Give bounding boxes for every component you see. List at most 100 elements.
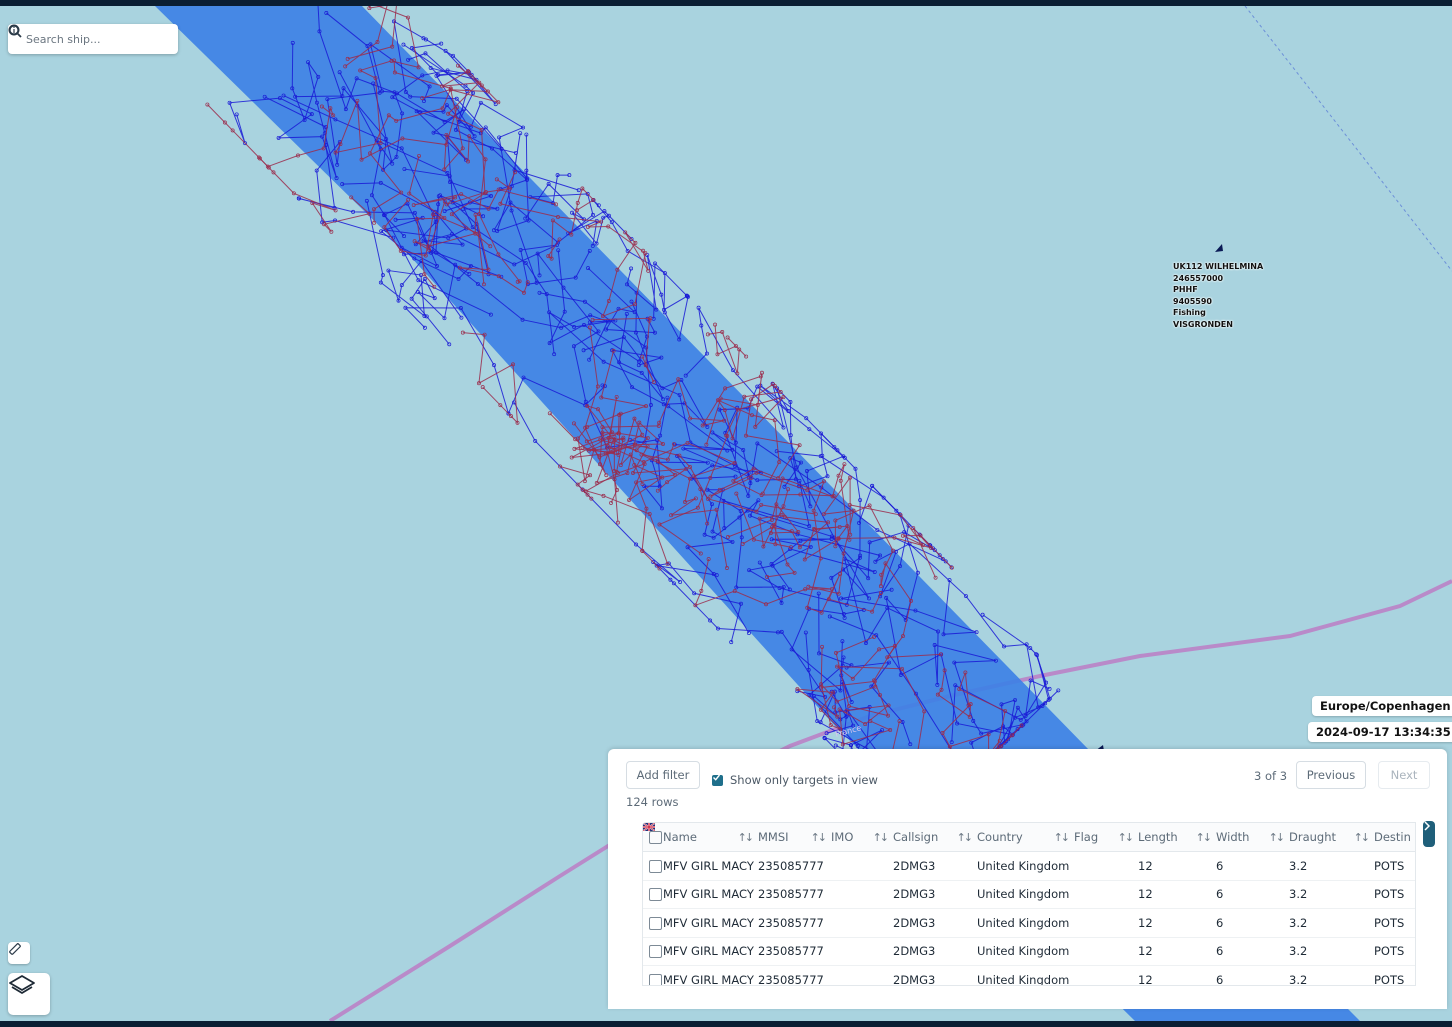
row-select-cell[interactable] <box>643 851 663 881</box>
track-point <box>645 334 649 339</box>
track-point <box>291 191 296 196</box>
track-point <box>612 469 617 474</box>
cell-imo <box>831 851 893 881</box>
track-point <box>808 544 813 549</box>
track-point <box>586 266 591 271</box>
sort-icon[interactable]: ↑↓ <box>1053 830 1071 844</box>
track-point <box>908 742 913 747</box>
row-select-cell[interactable] <box>643 908 663 938</box>
track-point <box>445 171 450 175</box>
sort-icon[interactable]: ↑↓ <box>1268 830 1286 844</box>
cell-width: 6 <box>1216 908 1289 938</box>
track-point <box>367 6 372 11</box>
track-point <box>489 194 493 198</box>
track-line <box>513 402 827 698</box>
sort-icon[interactable]: ↑↓ <box>810 830 828 844</box>
track-point <box>561 285 566 290</box>
track-line <box>441 65 500 247</box>
track-point <box>665 561 670 566</box>
track-point <box>851 508 856 513</box>
scroll-right-button[interactable] <box>1423 821 1435 847</box>
search-input[interactable] <box>24 31 170 47</box>
layers-button[interactable] <box>8 973 50 1015</box>
track-point <box>760 370 764 375</box>
row-select-cell[interactable] <box>643 937 663 966</box>
table-row[interactable]: MFV GIRL MACY 235085777 2DMG3 United Kingdo… <box>643 823 1415 881</box>
row-checkbox[interactable] <box>649 945 662 959</box>
track-point <box>618 463 623 468</box>
track-point <box>562 309 567 314</box>
track-point <box>695 505 700 510</box>
sort-icon[interactable]: ↑↓ <box>872 830 890 844</box>
column-header-imo[interactable]: IMO ↑↓ <box>831 823 893 852</box>
column-header-callsign[interactable]: Callsign ↑↓ <box>893 823 977 852</box>
select-all-checkbox[interactable] <box>649 831 662 844</box>
next-page-button[interactable]: Next <box>1378 761 1430 789</box>
row-checkbox[interactable] <box>649 859 662 873</box>
column-header-flag[interactable]: Flag ↑↓ <box>1074 823 1138 852</box>
row-checkbox[interactable] <box>649 888 662 902</box>
table-row[interactable]: MFV GIRL MACY 235085777 2DMG3 United Kingdo… <box>643 823 1415 966</box>
sort-icon[interactable]: ↑↓ <box>1117 830 1135 844</box>
track-point <box>848 475 853 480</box>
ruler-button[interactable] <box>8 942 30 964</box>
track-point <box>454 96 459 101</box>
track-point <box>629 236 634 241</box>
map-canvas[interactable]: France UK112 WILHELMINA 246557000 PHHF 9… <box>0 6 1452 1021</box>
row-select-cell[interactable] <box>643 880 663 909</box>
track-point <box>234 112 239 117</box>
checkbox-checked[interactable] <box>712 774 723 786</box>
ship-table[interactable]: Name ↑↓ MMSI ↑↓ IMO ↑↓ Callsign ↑↓ Country ↑↓… <box>642 822 1416 986</box>
track-point <box>892 535 897 540</box>
track-point <box>442 199 447 204</box>
track-point <box>655 458 660 463</box>
track-point <box>368 151 372 156</box>
track-point <box>997 738 1002 743</box>
track-line <box>732 383 834 497</box>
track-line <box>723 455 861 618</box>
track-line <box>258 157 371 233</box>
vessel-label[interactable]: UK112 WILHELMINA 246557000 PHHF 9405590 … <box>1173 261 1263 330</box>
column-header-destination[interactable]: Destin <box>1374 823 1415 852</box>
info-icon[interactable] <box>8 24 20 36</box>
track-point <box>932 548 937 553</box>
track-point <box>898 672 903 677</box>
track-point <box>537 290 542 295</box>
column-header-draught[interactable]: Draught ↑↓ <box>1289 823 1374 852</box>
table-row[interactable]: MFV GIRL MACY 235085777 2DMG3 United Kingdo… <box>643 823 1415 909</box>
search-box[interactable] <box>8 24 178 54</box>
track-line <box>611 349 728 451</box>
previous-page-button[interactable]: Previous <box>1296 761 1366 789</box>
row-checkbox[interactable] <box>649 973 662 985</box>
column-header-width[interactable]: Width ↑↓ <box>1216 823 1289 852</box>
track-point <box>641 248 645 253</box>
row-select-cell[interactable] <box>643 965 663 985</box>
table-row[interactable]: MFV GIRL MACY 235085777 2DMG3 United Kingdo… <box>643 823 1415 985</box>
track-point <box>1040 703 1045 708</box>
column-header-length[interactable]: Length ↑↓ <box>1138 823 1216 852</box>
track-point <box>863 722 868 727</box>
row-checkbox[interactable] <box>649 916 662 930</box>
track-point <box>971 718 976 723</box>
track-point <box>606 224 611 229</box>
add-filter-button[interactable]: Add filter <box>626 761 700 789</box>
table-row[interactable]: MFV GIRL MACY 235085777 2DMG3 United Kingdo… <box>643 823 1415 938</box>
sort-icon[interactable]: ↑↓ <box>1195 830 1213 844</box>
column-header-mmsi[interactable]: MMSI ↑↓ <box>758 823 831 852</box>
sort-icon[interactable]: ↑↓ <box>956 830 974 844</box>
track-point <box>677 392 682 397</box>
track-point <box>257 156 262 161</box>
sort-icon[interactable]: ↑↓ <box>1353 830 1371 844</box>
track-point <box>786 487 791 492</box>
track-point <box>811 527 816 531</box>
column-header-country[interactable]: Country ↑↓ <box>977 823 1074 852</box>
show-only-in-view-toggle[interactable]: Show only targets in view <box>712 773 878 787</box>
track-line <box>571 350 648 458</box>
track-point <box>512 262 517 267</box>
column-label: Country <box>977 830 1023 844</box>
track-point <box>827 614 832 619</box>
sort-icon[interactable]: ↑↓ <box>737 830 755 844</box>
column-header-name[interactable]: Name ↑↓ <box>663 823 758 852</box>
ruler-icon <box>9 943 21 955</box>
track-point <box>421 99 426 103</box>
